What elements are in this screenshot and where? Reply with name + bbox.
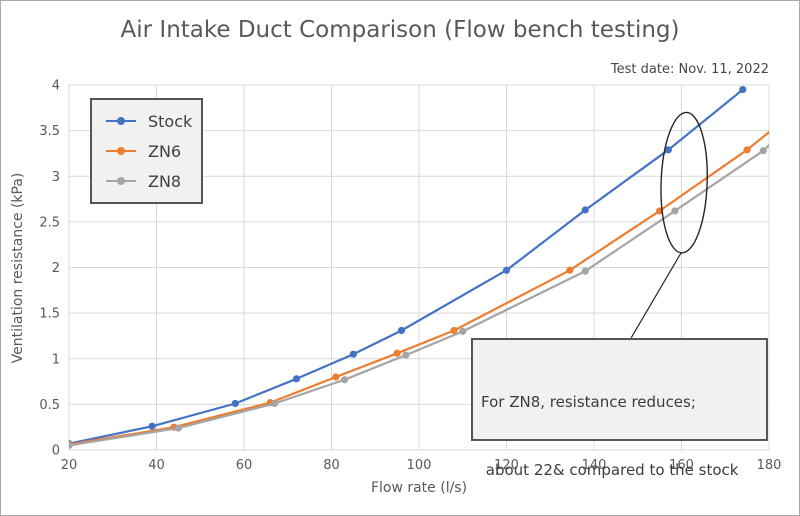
svg-text:0.5: 0.5 xyxy=(39,398,60,413)
svg-text:120: 120 xyxy=(494,458,519,473)
svg-text:40: 40 xyxy=(148,458,165,473)
x-tick-labels: 20 40 60 80 100 120 140 160 180 xyxy=(61,458,782,473)
series-stock-line xyxy=(69,85,747,448)
svg-text:2.5: 2.5 xyxy=(39,215,60,230)
legend-item-zn8: ZN8 xyxy=(106,172,201,191)
svg-text:4: 4 xyxy=(52,79,60,94)
svg-text:1.5: 1.5 xyxy=(39,307,60,322)
series-zn8-line xyxy=(69,143,769,450)
chart-title: Air Intake Duct Comparison (Flow bench t… xyxy=(120,17,680,43)
legend-marker-stock xyxy=(106,117,136,125)
svg-text:160: 160 xyxy=(669,458,694,473)
plot-area-border xyxy=(68,84,770,451)
svg-text:80: 80 xyxy=(323,458,340,473)
legend-label-zn6: ZN6 xyxy=(148,141,182,161)
test-date-label: Test date: Nov. 11, 2022 xyxy=(610,62,769,77)
x-axis-title: Flow rate (l/s) xyxy=(370,480,468,496)
annotation-box: For ZN8, resistance reduces; about 22& c… xyxy=(471,338,768,479)
annotation-leader-line xyxy=(630,252,682,339)
svg-text:0: 0 xyxy=(52,444,60,459)
annotation-line: For ZN8, resistance reduces; xyxy=(481,393,696,411)
svg-text:20: 20 xyxy=(61,458,78,473)
legend: Stock ZN6 ZN8 xyxy=(90,98,203,204)
legend-marker-zn8 xyxy=(106,177,136,185)
svg-text:60: 60 xyxy=(236,458,253,473)
legend-label-zn8: ZN8 xyxy=(148,171,182,191)
svg-text:3: 3 xyxy=(52,170,60,185)
legend-item-zn6: ZN6 xyxy=(106,142,201,161)
legend-item-stock: Stock xyxy=(106,112,201,131)
svg-text:100: 100 xyxy=(407,458,432,473)
svg-text:1: 1 xyxy=(52,352,60,367)
ellipse-annotation xyxy=(660,111,708,254)
legend-label-stock: Stock xyxy=(148,111,193,131)
annotation-line: about 22& compared to the stock xyxy=(481,460,739,479)
y-tick-labels: 0 0.5 1 1.5 2 2.5 3 3.5 4 xyxy=(39,79,60,459)
legend-marker-zn6 xyxy=(106,147,136,155)
svg-text:2: 2 xyxy=(52,261,60,276)
svg-text:3.5: 3.5 xyxy=(39,124,60,139)
y-axis-title: Ventilation resistance (kPa) xyxy=(10,172,26,364)
svg-text:140: 140 xyxy=(582,458,607,473)
svg-text:180: 180 xyxy=(757,458,782,473)
